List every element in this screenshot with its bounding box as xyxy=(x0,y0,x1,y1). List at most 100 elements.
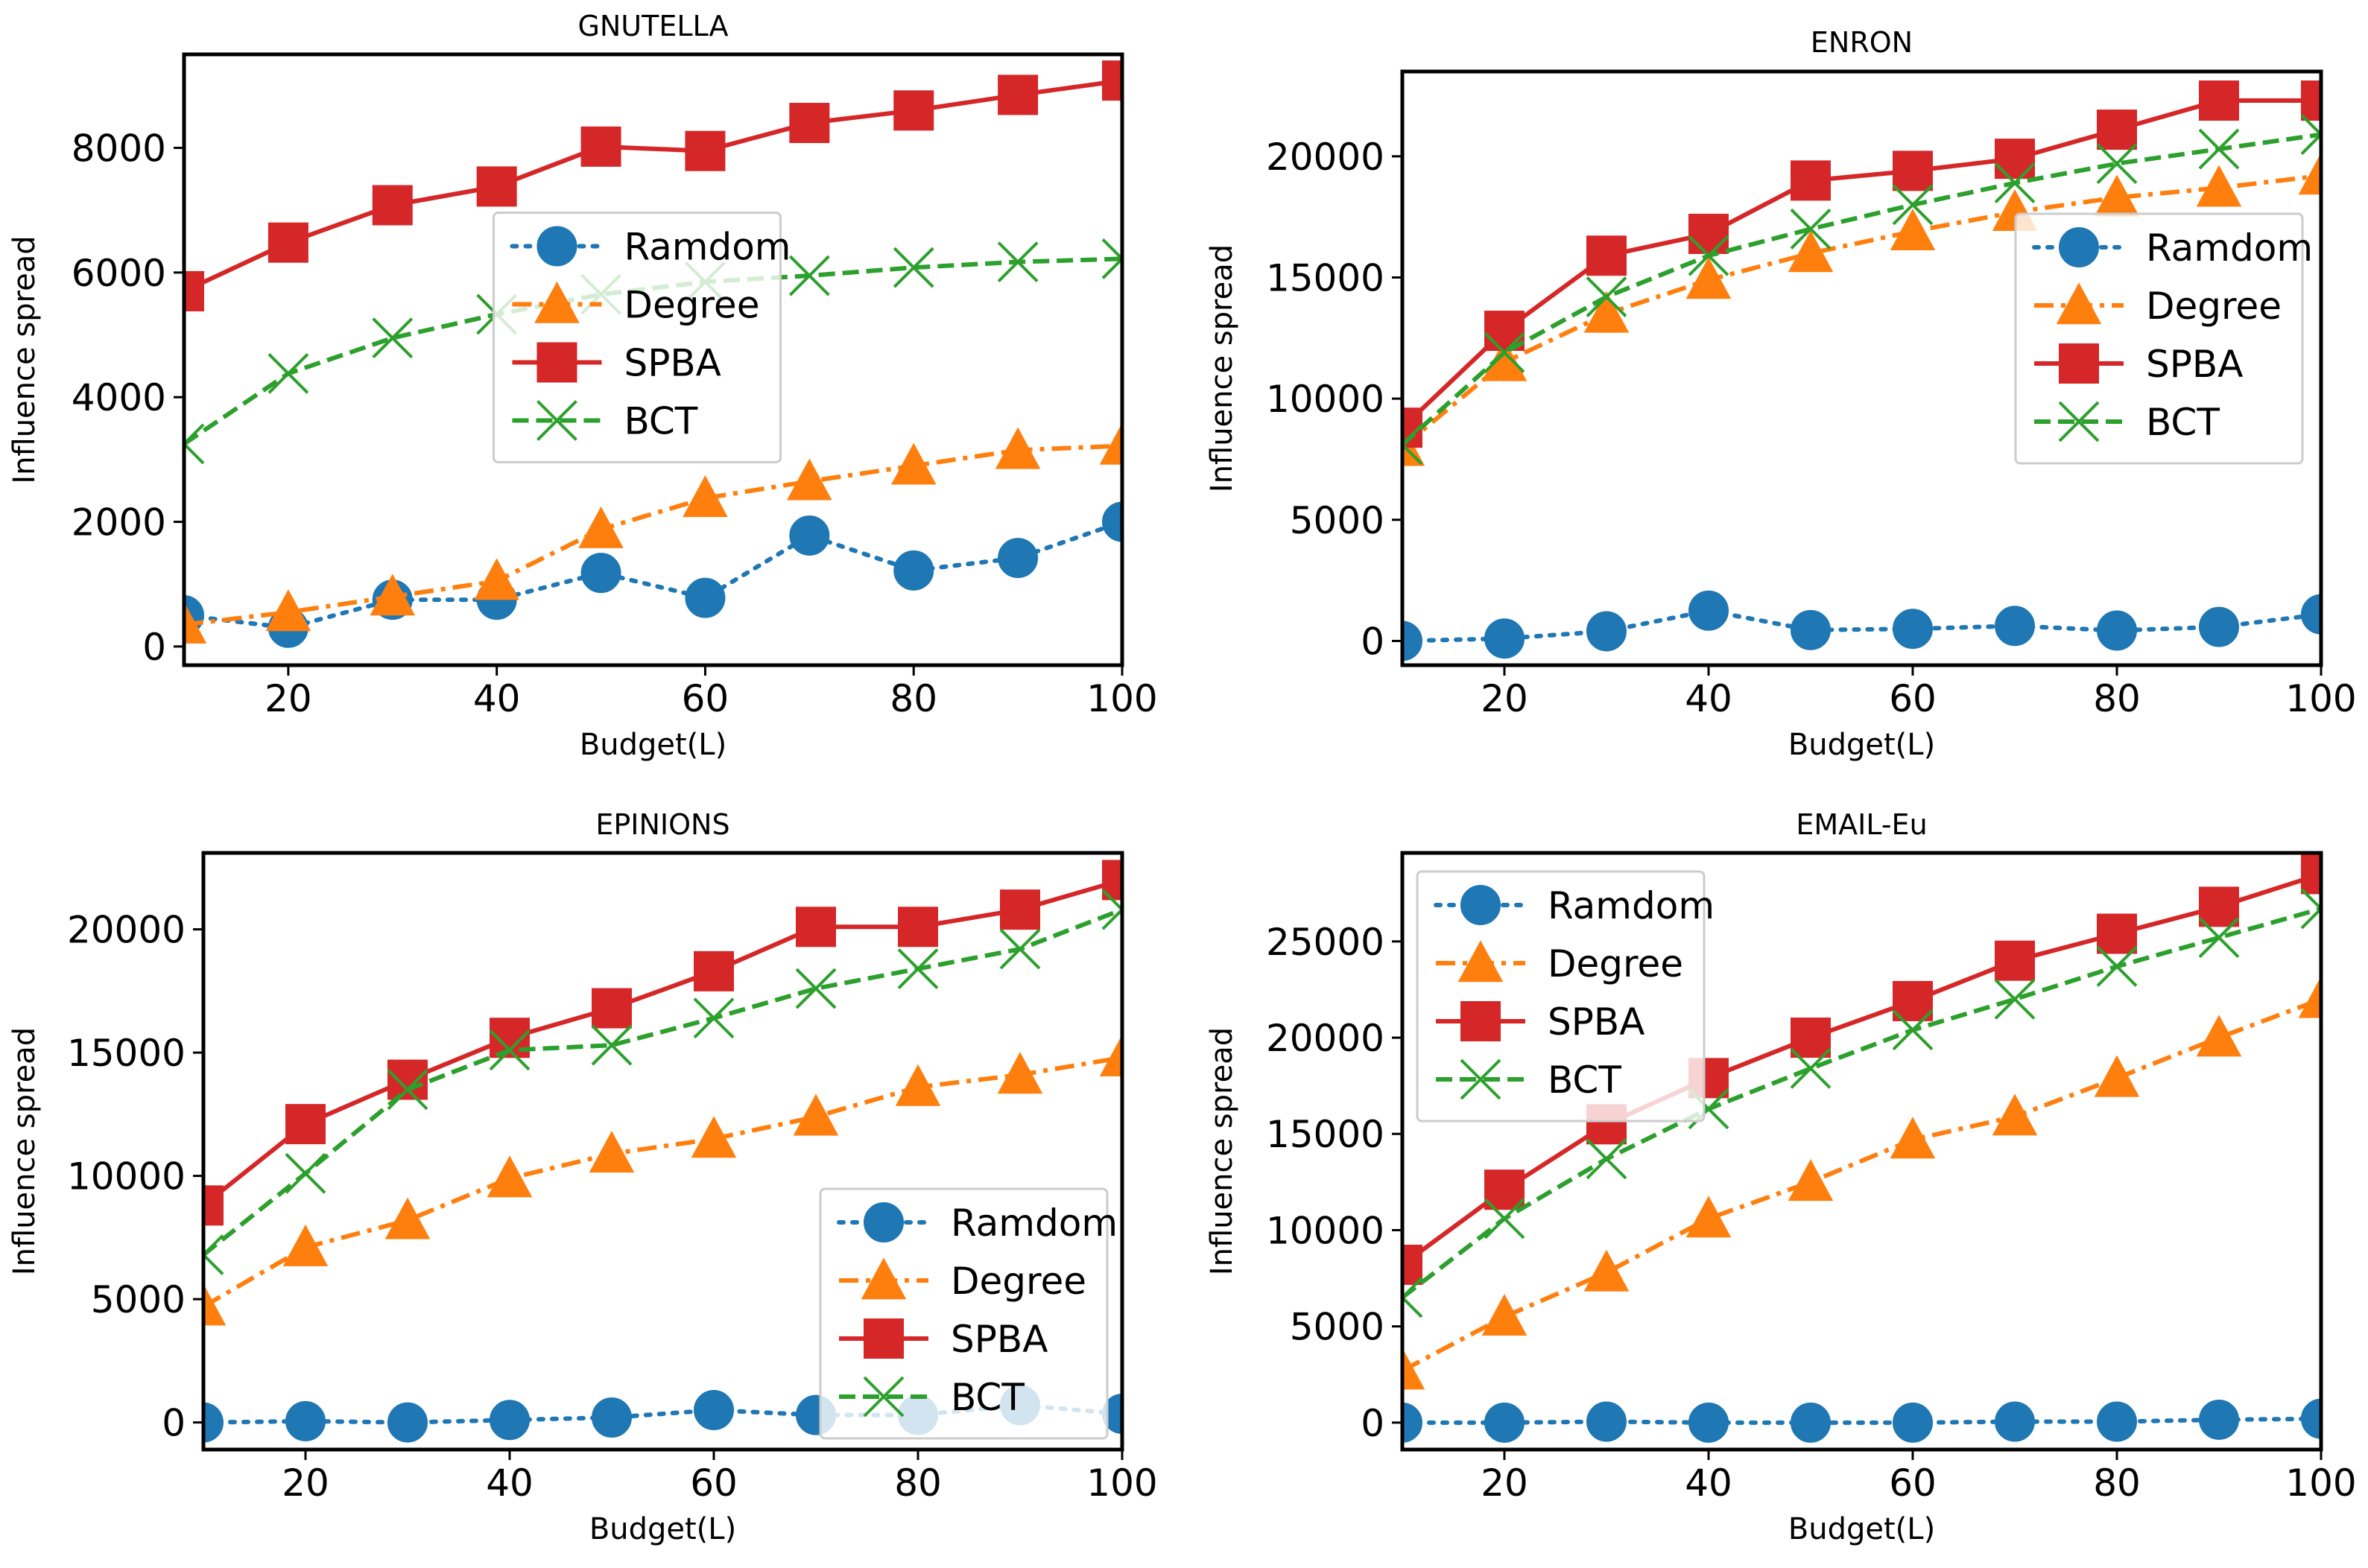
data-point-random xyxy=(1402,620,1422,661)
legend-item-random: Ramdom xyxy=(510,226,791,269)
legend-label: Ramdom xyxy=(951,1202,1118,1245)
legend-label: Ramdom xyxy=(624,226,791,269)
data-point-bct xyxy=(1892,1009,1934,1051)
data-point-spba xyxy=(580,126,621,167)
legend-marker-spba xyxy=(1460,1001,1501,1041)
series-line-random xyxy=(1402,1416,2321,1425)
x-axis-label: Budget(L) xyxy=(1788,728,1935,762)
x-tick-label: 60 xyxy=(682,677,729,720)
y-tick-label: 6000 xyxy=(72,252,166,295)
y-tick-label: 10000 xyxy=(1266,1209,1384,1252)
data-point-random xyxy=(203,1402,224,1443)
y-tick-label: 15000 xyxy=(1266,257,1384,300)
legend-label: BCT xyxy=(1548,1058,1621,1102)
data-point-random xyxy=(789,515,830,556)
legend-item-bct: BCT xyxy=(512,400,698,443)
data-point-spba xyxy=(285,1104,326,1145)
legend-marker-degree xyxy=(534,281,580,323)
data-point-degree xyxy=(1685,257,1732,299)
data-point-spba xyxy=(789,103,830,144)
y-tick-label: 20000 xyxy=(1266,136,1384,179)
data-point-bct xyxy=(2300,888,2321,930)
x-axis-label: Budget(L) xyxy=(1788,1512,1935,1546)
data-point-degree xyxy=(890,442,937,485)
legend-box xyxy=(492,212,782,463)
data-point-random xyxy=(285,1400,326,1441)
y-axis-label: Influence spread xyxy=(1205,1027,1239,1275)
data-point-bct xyxy=(285,1152,326,1194)
legend-item-degree: Degree xyxy=(839,1257,1086,1303)
data-point-bct xyxy=(795,968,837,1009)
data-point-spba xyxy=(2301,854,2321,895)
data-point-spba xyxy=(1586,235,1627,276)
legend-item-spba: SPBA xyxy=(839,1318,1048,1361)
legend-marker-random xyxy=(536,226,577,267)
chart-panel-1: GNUTELLA 20 40 60 80 100 0 2000 4000 6000 8000 Budg… xyxy=(7,10,1158,762)
x-tick-label: 40 xyxy=(1685,1461,1732,1505)
chart-panel-2: ENRON 20 40 60 80 100 0 5000 10000 15000 20000 Budg… xyxy=(1205,26,2357,762)
data-point-bct xyxy=(893,247,934,288)
data-point-spba xyxy=(1484,311,1525,352)
data-point-bct xyxy=(1586,1138,1627,1180)
y-tick-label: 25000 xyxy=(1266,921,1384,964)
data-point-degree xyxy=(1481,1294,1528,1336)
series-line-spba xyxy=(1402,98,2321,430)
y-axis-label: Influence spread xyxy=(7,235,42,483)
x-axis-label: Budget(L) xyxy=(589,1512,736,1546)
data-point-degree xyxy=(589,1131,635,1173)
legend-label: SPBA xyxy=(951,1318,1048,1361)
data-point-degree xyxy=(184,601,207,644)
data-point-bct xyxy=(267,352,309,394)
data-point-spba xyxy=(694,950,734,991)
legend-item-random: Ramdom xyxy=(837,1202,1118,1245)
y-axis-label: Influence spread xyxy=(1205,244,1239,492)
x-tick-label: 100 xyxy=(2285,677,2356,720)
chart-panel-3: EPINIONS 20 40 60 80 100 0 5000 10000 15000 20000 B… xyxy=(7,808,1158,1546)
y-tick-label: 0 xyxy=(142,626,166,669)
y-tick-label: 5000 xyxy=(1290,499,1384,542)
data-point-spba xyxy=(2301,80,2321,121)
data-point-random xyxy=(2097,1401,2137,1442)
data-point-degree xyxy=(1685,1196,1732,1238)
data-point-degree xyxy=(793,1094,839,1136)
data-point-spba xyxy=(2097,913,2137,954)
legend-item-degree: Degree xyxy=(2034,282,2282,328)
data-point-spba xyxy=(592,988,632,1029)
data-point-spba xyxy=(476,166,517,207)
x-tick-label: 100 xyxy=(1086,1461,1157,1505)
axes-frame xyxy=(1400,851,2323,1452)
series-line-spba xyxy=(203,877,1122,1207)
data-point-bct xyxy=(1790,1047,1832,1089)
data-point-random xyxy=(2301,594,2321,635)
data-point-spba xyxy=(1688,213,1729,254)
data-point-degree xyxy=(1992,1094,2038,1136)
legend-label: Degree xyxy=(1548,942,1683,985)
data-point-degree xyxy=(995,427,1041,469)
legend-label: Ramdom xyxy=(1548,884,1715,927)
data-point-degree xyxy=(1788,230,1834,273)
data-point-spba xyxy=(1791,160,1831,201)
data-point-spba xyxy=(203,1185,224,1226)
y-tick-label: 0 xyxy=(1361,1402,1384,1445)
y-tick-label: 8000 xyxy=(72,127,166,171)
legend-label: Degree xyxy=(2146,285,2282,328)
data-point-bct xyxy=(1586,276,1627,317)
chart-title: EMAIL-Eu xyxy=(1796,808,1927,841)
data-point-degree xyxy=(1402,1348,1425,1390)
data-point-bct xyxy=(1402,424,1423,466)
data-point-spba xyxy=(898,907,938,948)
data-point-spba xyxy=(184,270,204,311)
data-point-degree xyxy=(895,1064,941,1106)
legend-label: SPBA xyxy=(624,342,721,385)
data-point-bct xyxy=(1892,184,1934,226)
legend-item-spba: SPBA xyxy=(1436,1000,1644,1044)
data-point-bct xyxy=(1101,238,1122,279)
x-tick-label: 60 xyxy=(690,1461,738,1505)
data-point-random xyxy=(1586,611,1627,652)
data-point-spba xyxy=(685,130,726,171)
legend-item-degree: Degree xyxy=(512,281,759,327)
data-point-degree xyxy=(203,1283,227,1326)
data-point-spba xyxy=(2097,109,2137,150)
series-line-bct xyxy=(1402,907,2321,1300)
data-point-degree xyxy=(384,1197,431,1240)
